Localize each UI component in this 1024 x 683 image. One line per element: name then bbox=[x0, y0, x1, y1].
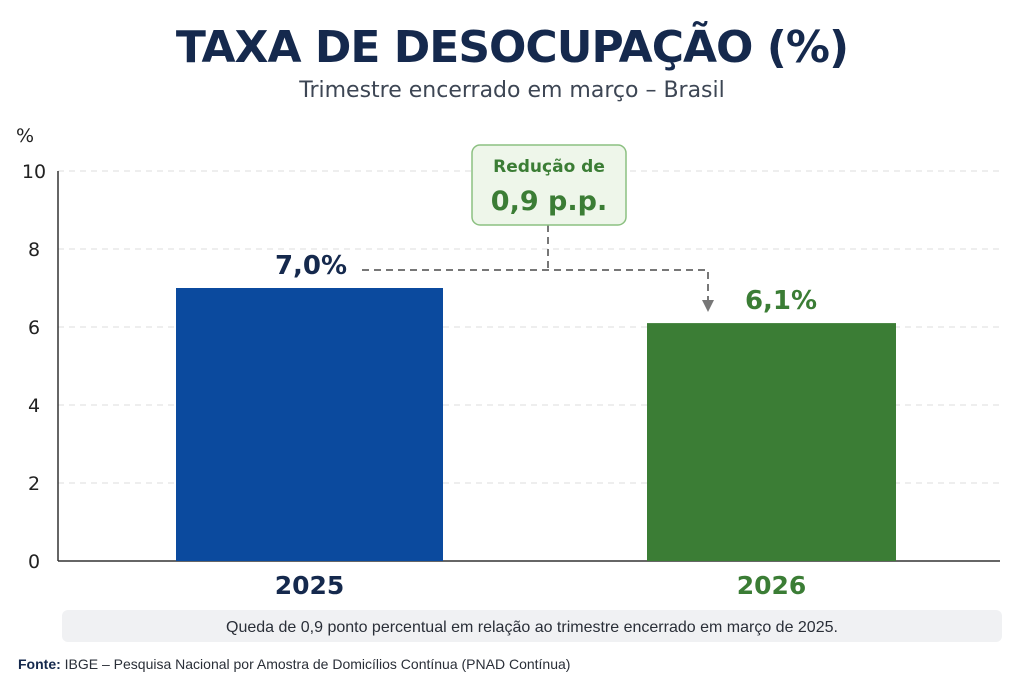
note-box bbox=[62, 610, 1002, 642]
y-tick-label: 6 bbox=[28, 317, 40, 339]
reduction-annotation: Redução de 0,9 p.p. bbox=[362, 144, 714, 312]
bar-2025 bbox=[176, 288, 443, 561]
data-label: 7,0% bbox=[275, 251, 347, 281]
source: Fonte: IBGE – Pesquisa Nacional por Amos… bbox=[18, 656, 570, 672]
y-axis-label: % bbox=[16, 125, 34, 147]
y-tick-label: 4 bbox=[28, 395, 40, 417]
annotation-line2: 0,9 p.p. bbox=[491, 186, 607, 217]
bars: 2025 7,0% 2026 6,1% bbox=[176, 251, 896, 600]
annotation-box bbox=[471, 144, 627, 226]
annotation-line1: Redução de bbox=[493, 157, 605, 177]
note-text: Queda de 0,9 ponto percentual em relação… bbox=[226, 619, 838, 636]
data-label: 6,1% bbox=[745, 286, 817, 316]
source-text: IBGE – Pesquisa Nacional por Amostra de … bbox=[65, 656, 571, 672]
y-tick-label: 2 bbox=[28, 473, 40, 495]
arrow-down-icon bbox=[702, 300, 714, 312]
chart-subtitle: Trimestre encerrado em março – Brasil bbox=[298, 78, 725, 103]
chart-title: TAXA DE DESOCUPAÇÃO (%) bbox=[176, 20, 848, 73]
y-tick-label: 8 bbox=[28, 239, 40, 261]
connector-line bbox=[362, 269, 709, 300]
source-label: Fonte: bbox=[18, 656, 61, 672]
y-tick-label: 0 bbox=[28, 551, 40, 573]
x-tick-label: 2025 bbox=[275, 571, 345, 600]
y-ticks: 0 2 4 6 8 10 bbox=[22, 161, 46, 573]
bar-2026 bbox=[647, 323, 896, 561]
x-tick-label: 2026 bbox=[737, 571, 807, 600]
y-tick-label: 10 bbox=[22, 161, 46, 183]
